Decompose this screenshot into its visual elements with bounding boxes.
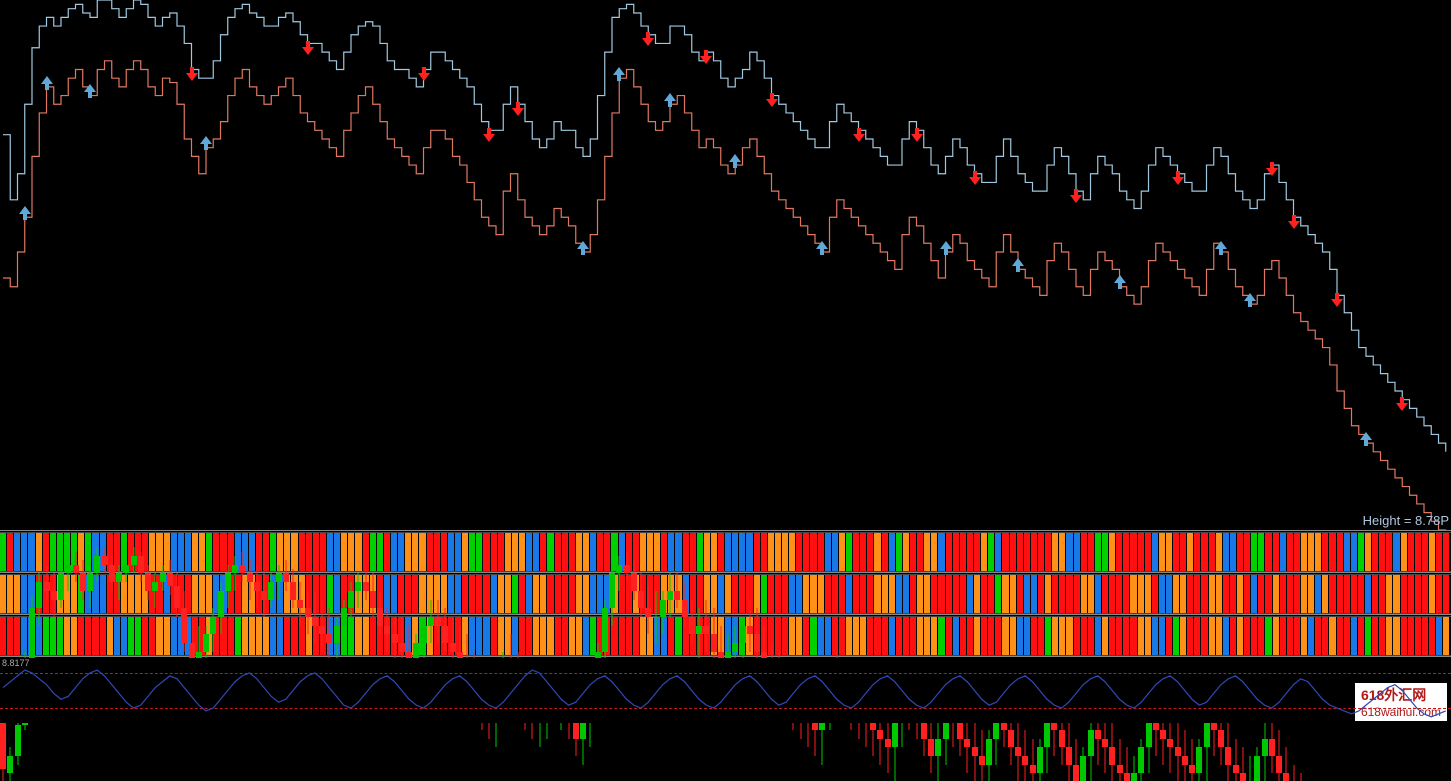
height-label: Height = 8.78P xyxy=(1363,513,1449,528)
indicator-panel-1[interactable] xyxy=(0,532,1451,572)
arrow-up-icon xyxy=(41,76,53,90)
arrow-down-icon xyxy=(1396,397,1408,411)
arrow-up-icon xyxy=(1012,258,1024,272)
arrow-down-icon xyxy=(186,67,198,81)
indicator-panel-3[interactable] xyxy=(0,616,1451,656)
arrow-down-icon xyxy=(1266,162,1278,176)
arrow-down-icon xyxy=(302,41,314,55)
arrow-down-icon xyxy=(512,102,524,116)
arrow-up-icon xyxy=(1114,275,1126,289)
arrow-down-icon xyxy=(642,32,654,46)
arrow-down-icon xyxy=(969,171,981,185)
arrow-down-icon xyxy=(418,67,430,81)
arrow-down-icon xyxy=(853,128,865,142)
arrow-up-icon xyxy=(19,206,31,220)
arrow-up-icon xyxy=(200,136,212,150)
arrow-down-icon xyxy=(766,93,778,107)
channel-overlay xyxy=(0,0,1451,530)
arrow-down-icon xyxy=(1172,171,1184,185)
arrow-up-icon xyxy=(1360,432,1372,446)
oscillator-panel[interactable]: 8.8177 618外汇网 618waihui.com xyxy=(0,658,1451,723)
arrow-down-icon xyxy=(1070,189,1082,203)
arrow-up-icon xyxy=(84,84,96,98)
arrow-up-icon xyxy=(729,154,741,168)
arrow-down-icon xyxy=(700,50,712,64)
arrow-up-icon xyxy=(1215,241,1227,255)
arrow-down-icon xyxy=(911,128,923,142)
arrow-up-icon xyxy=(940,241,952,255)
arrow-down-icon xyxy=(1288,215,1300,229)
arrow-up-icon xyxy=(577,241,589,255)
arrow-up-icon xyxy=(1244,293,1256,307)
main-price-chart[interactable]: Height = 8.78P xyxy=(0,0,1451,530)
arrow-up-icon xyxy=(816,241,828,255)
arrow-down-icon xyxy=(483,128,495,142)
arrow-down-icon xyxy=(1331,293,1343,307)
arrow-up-icon xyxy=(613,67,625,81)
arrow-up-icon xyxy=(664,93,676,107)
